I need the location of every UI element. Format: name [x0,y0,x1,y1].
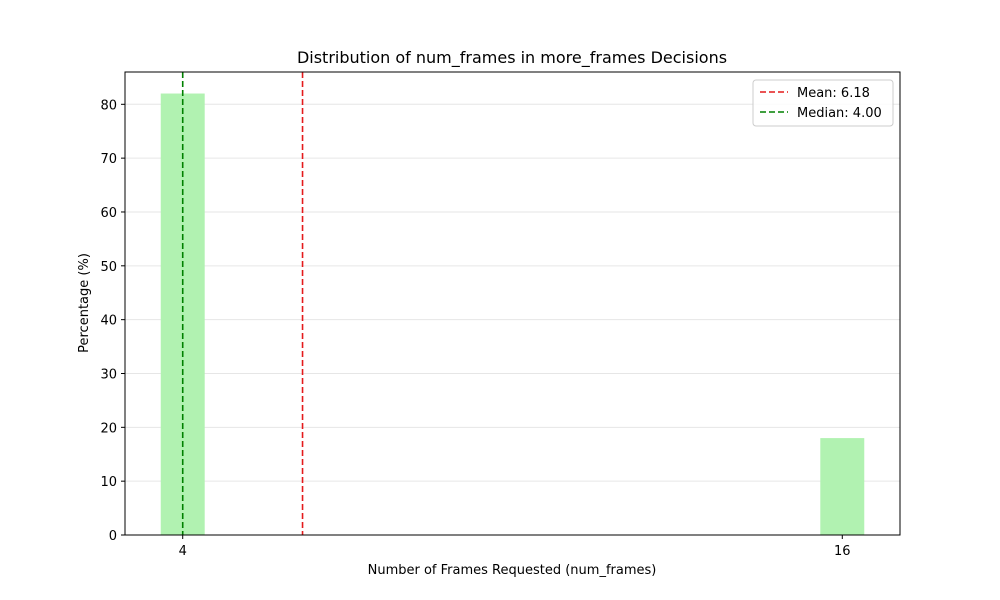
bars-layer [160,93,865,535]
y-tick-label: 0 [109,529,117,544]
y-tick-label: 70 [100,152,117,167]
y-tick-label: 60 [100,206,117,221]
axes-frame [124,71,901,536]
chart-title: Distribution of num_frames in more_frame… [297,48,727,68]
x-ticks: 4 16 [179,535,851,559]
y-tick-label: 10 [100,475,117,490]
grid-layer [125,103,900,536]
y-tick-label: 50 [100,260,117,275]
y-tick-label: 30 [100,367,117,382]
y-tick-label: 80 [100,98,117,113]
legend-items: Mean: 6.18 Median: 4.00 [760,86,882,121]
reference-lines-layer [181,72,304,535]
legend-label: Mean: 6.18 [797,86,870,101]
x-axis-label: Number of Frames Requested (num_frames) [368,563,657,578]
bar [820,438,865,535]
y-axis-label: Percentage (%) [77,253,92,353]
x-tick-label: 4 [179,544,187,559]
y-tick-label: 40 [100,314,117,329]
x-tick-label: 16 [834,544,851,559]
legend-label: Median: 4.00 [797,106,882,121]
legend: Mean: 6.18 Median: 4.00 [752,79,894,127]
y-tick-label: 20 [100,421,117,436]
y-ticks: 0 10 20 30 40 50 60 70 80 [100,98,125,544]
